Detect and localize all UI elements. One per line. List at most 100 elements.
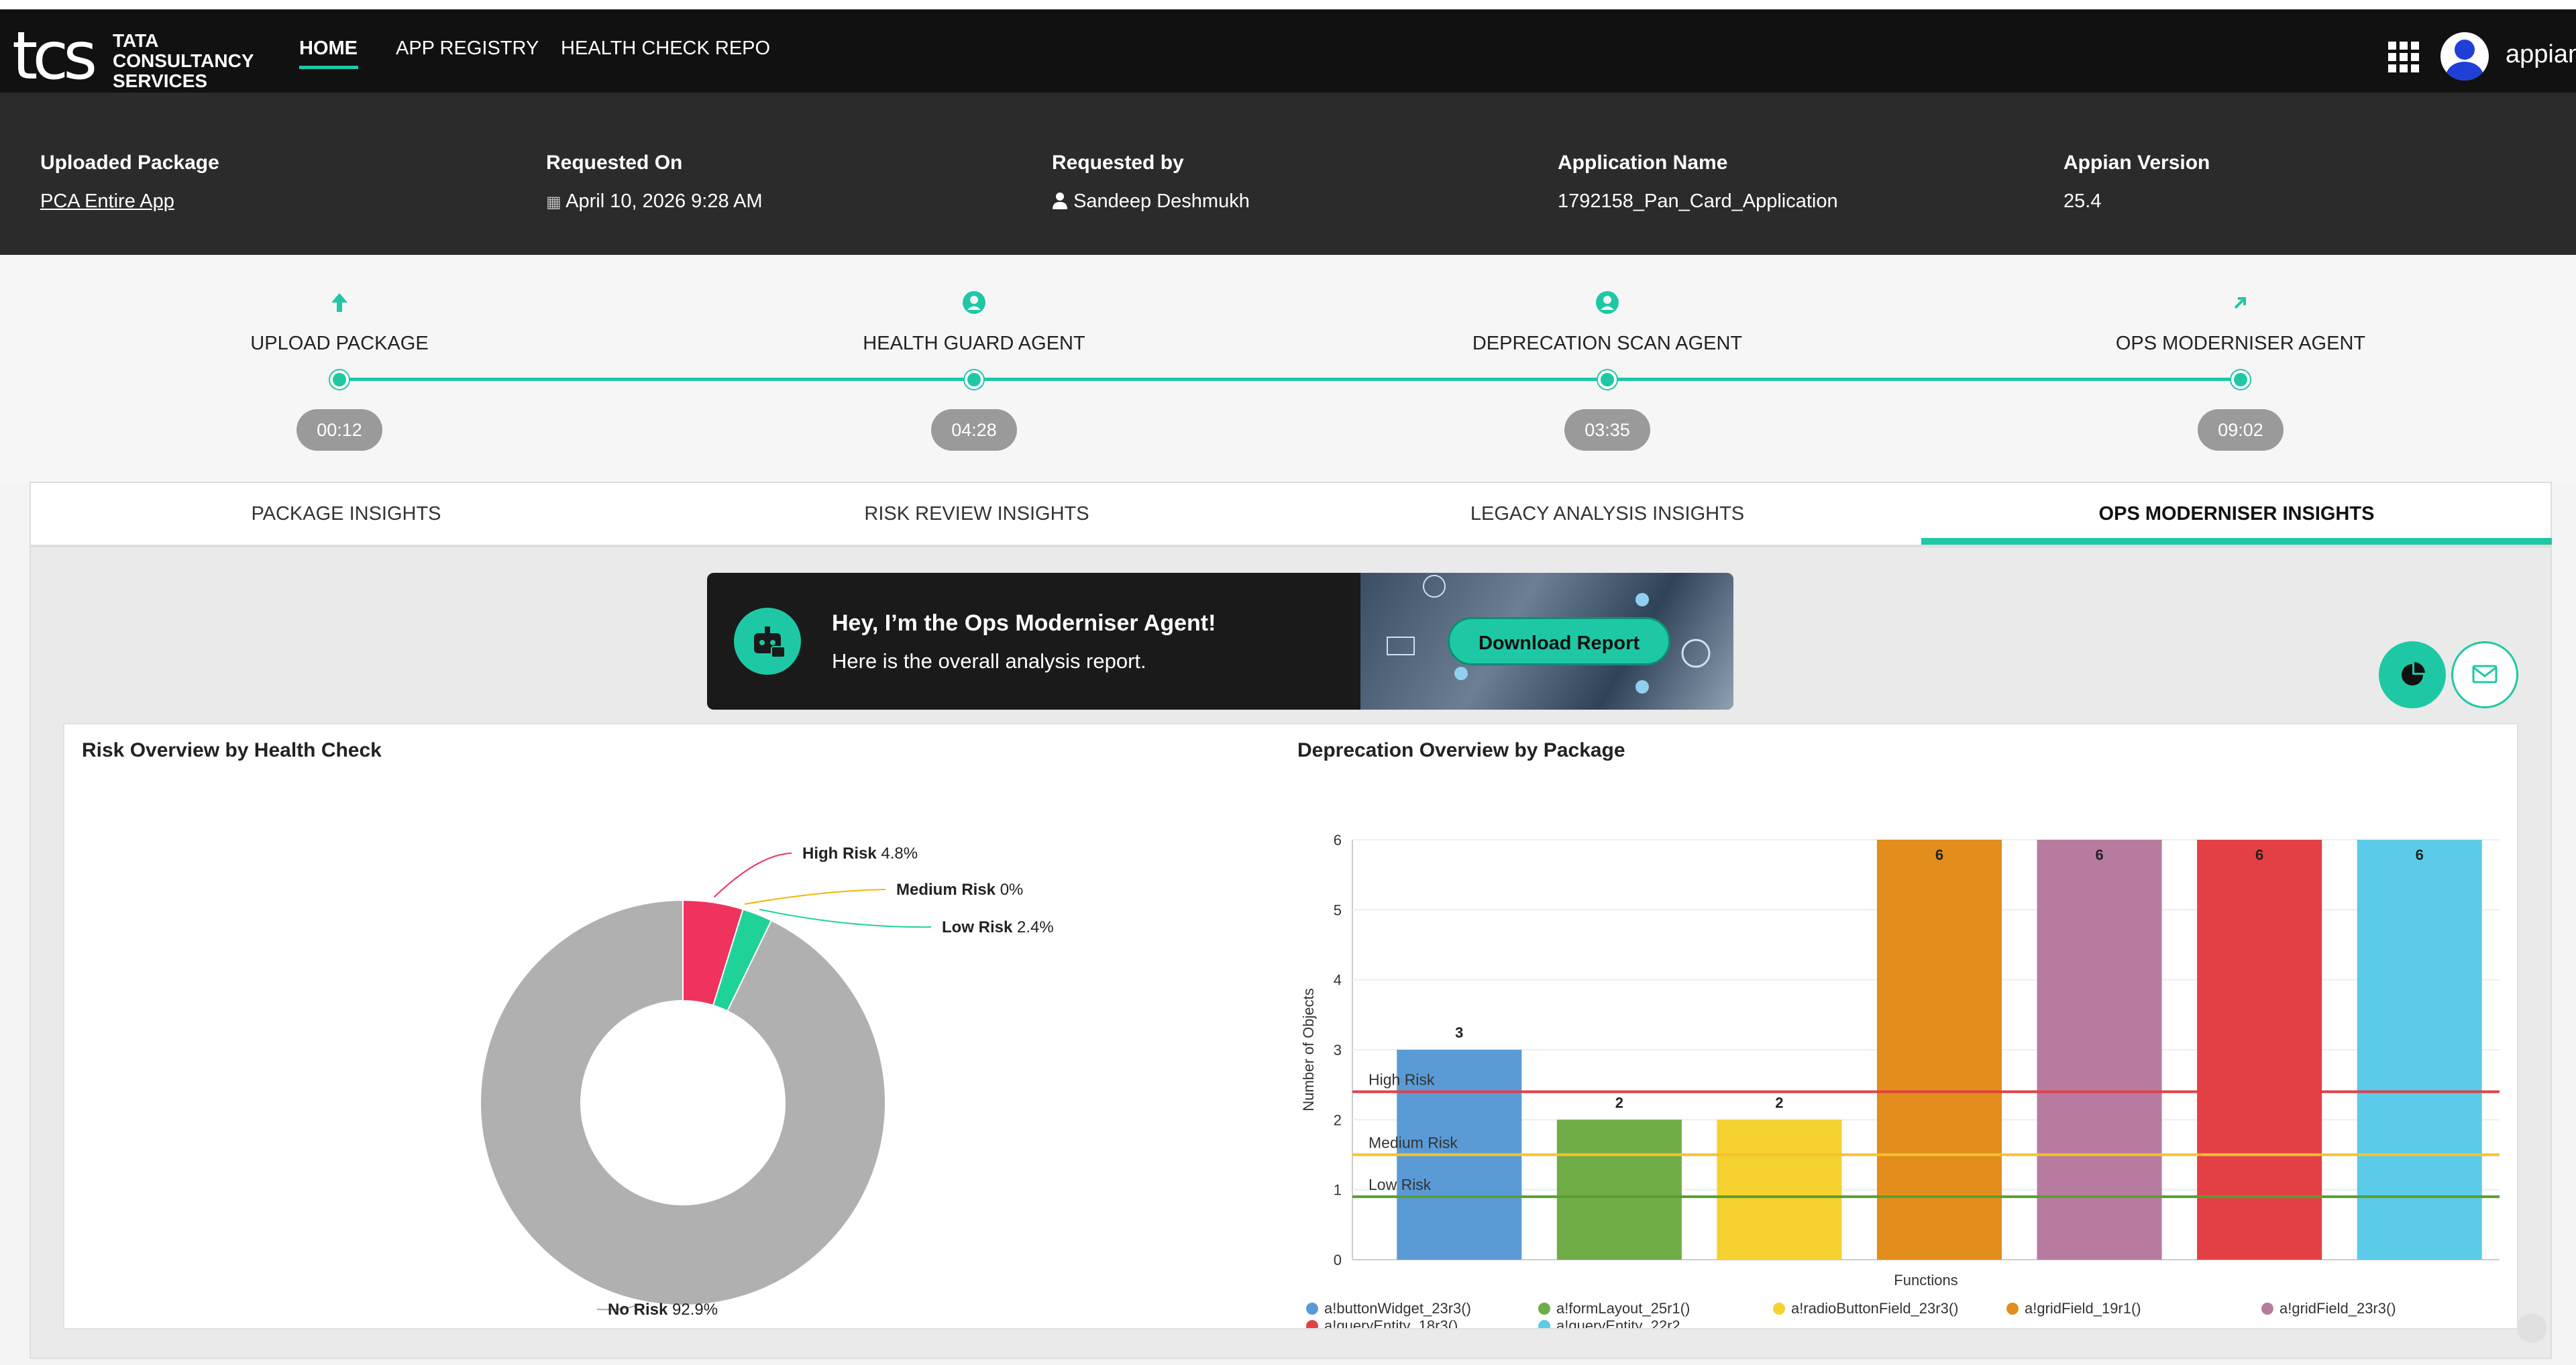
tab-legacy-analysis-insights[interactable]: LEGACY ANALYSIS INSIGHTS: [1470, 503, 1745, 525]
logo-line-1: TATA: [113, 30, 159, 51]
robot-icon: [734, 608, 801, 675]
banner-title: Hey, I’m the Ops Moderniser Agent!: [832, 610, 1216, 636]
mail-icon: [2472, 665, 2498, 684]
info-uploaded-package: Uploaded Package PCA Entire App: [40, 152, 219, 213]
slice-label: High Risk 4.8%: [802, 844, 918, 863]
step-label: DEPRECATION SCAN AGENT: [1472, 333, 1743, 354]
uploaded-package-link[interactable]: PCA Entire App: [40, 190, 174, 212]
y-tick-label: 1: [1334, 1182, 1342, 1199]
legend-entry[interactable]: a!radioButtonField_23r3(): [1791, 1300, 1958, 1317]
arrow-up-right-icon: [2229, 290, 2253, 315]
logo-line-2: CONSULTANCY: [113, 50, 254, 71]
step-duration: 03:35: [1564, 409, 1650, 451]
tab-ops-moderniser-insights[interactable]: OPS MODERNISER INSIGHTS: [1921, 483, 2552, 545]
bar-a-formlayout-25r1-[interactable]: [1556, 1120, 1682, 1260]
agent-icon: [962, 290, 986, 315]
arrow-up-icon: [327, 290, 352, 315]
pie-chart-icon: [2402, 662, 2425, 686]
info-label: Requested On: [546, 152, 683, 174]
request-info-bar: Uploaded Package PCA Entire App Requeste…: [0, 93, 2576, 255]
info-requested-by: Requested by Sandeep Deshmukh: [1052, 152, 1250, 213]
threshold-label: High Risk: [1368, 1071, 1435, 1089]
logo-line-3: SERVICES: [113, 70, 208, 91]
info-value: Sandeep Deshmukh: [1052, 190, 1250, 213]
nav-app-registry[interactable]: APP REGISTRY: [396, 38, 539, 59]
chart-view-button[interactable]: [2379, 641, 2446, 708]
legend-entry[interactable]: a!formLayout_25r1(): [1556, 1300, 1690, 1317]
bar-value-label: 2: [1775, 1094, 1783, 1111]
step-label: OPS MODERNISER AGENT: [2115, 333, 2366, 354]
legend-swatch: [1538, 1320, 1550, 1328]
nav-health-check-repo[interactable]: HEALTH CHECK REPO: [561, 38, 771, 59]
slice-leader-line: [744, 889, 886, 905]
bar-a-radiobuttonfield-23r3-[interactable]: [1717, 1120, 1842, 1260]
appian-brand: appian: [2506, 40, 2576, 68]
legend-entry[interactable]: a!buttonWidget_23r3(): [1324, 1300, 1471, 1317]
y-tick-label: 0: [1334, 1252, 1342, 1268]
bar-a-gridfield-23r3-[interactable]: [2037, 840, 2162, 1260]
slice-leader-line: [596, 1305, 637, 1311]
legend-swatch: [1306, 1303, 1318, 1315]
info-label: Application Name: [1558, 152, 1728, 174]
agent-banner: Hey, I’m the Ops Moderniser Agent! Here …: [707, 573, 1733, 710]
pipeline-connector: [343, 378, 2237, 381]
tab-risk-review-insights[interactable]: RISK REVIEW INSIGHTS: [864, 503, 1089, 525]
legend-swatch: [1306, 1320, 1318, 1328]
info-value: 25.4: [2063, 190, 2102, 212]
bar-chart-title: Deprecation Overview by Package: [1297, 739, 1625, 761]
legend-entry[interactable]: a!gridField_23r3(): [2279, 1300, 2396, 1317]
step-dot: [330, 370, 349, 389]
person-icon: [1053, 193, 1067, 209]
nav-active-indicator: [299, 66, 358, 69]
threshold-label: Low Risk: [1368, 1176, 1432, 1193]
bar-value-label: 6: [2095, 847, 2103, 863]
slice-leader-line: [759, 908, 932, 928]
step-label: HEALTH GUARD AGENT: [863, 333, 1085, 354]
app-grid-icon[interactable]: [2388, 42, 2419, 72]
info-appian-version: Appian Version 25.4: [2063, 152, 2210, 213]
legend-entry[interactable]: a!gridField_19r1(): [2025, 1300, 2141, 1317]
bar-a-gridfield-19r1-[interactable]: [1876, 840, 2002, 1260]
step-dot: [965, 370, 983, 389]
bar-value-label: 6: [1935, 847, 1943, 863]
y-tick-label: 4: [1334, 972, 1342, 989]
tab-package-insights[interactable]: PACKAGE INSIGHTS: [251, 503, 441, 525]
tcs-logo[interactable]: tcs TATA CONSULTANCY SERVICES: [12, 23, 254, 91]
bar-value-label: 6: [2255, 847, 2263, 863]
y-axis-label: Number of Objects: [1300, 988, 1317, 1111]
top-navbar: tcs TATA CONSULTANCY SERVICES HOME APP R…: [0, 9, 2576, 93]
agent-icon: [1595, 290, 1619, 315]
charts-panel: Risk Overview by Health Check Deprecatio…: [63, 723, 2518, 1329]
slice-leader-line: [713, 853, 792, 898]
banner-subtitle: Here is the overall analysis report.: [832, 649, 1146, 673]
nav-home[interactable]: HOME: [299, 38, 358, 59]
download-report-button[interactable]: Download Report: [1448, 617, 1670, 665]
donut-chart-title: Risk Overview by Health Check: [82, 739, 382, 761]
legend-swatch: [2261, 1303, 2273, 1315]
y-tick-label: 2: [1334, 1111, 1342, 1128]
bar-value-label: 6: [2416, 847, 2424, 863]
legend-entry[interactable]: a!queryEntity_22r2: [1556, 1317, 1680, 1328]
legend-swatch: [2006, 1303, 2019, 1315]
slice-label: Low Risk 2.4%: [942, 918, 1054, 936]
step-label: UPLOAD PACKAGE: [250, 333, 429, 354]
y-tick-label: 6: [1334, 832, 1342, 849]
email-button[interactable]: [2451, 641, 2518, 708]
insights-tabs: PACKAGE INSIGHTS RISK REVIEW INSIGHTS LE…: [30, 482, 2552, 546]
step-dot: [2231, 370, 2250, 389]
bar-value-label: 3: [1455, 1024, 1463, 1041]
info-label: Appian Version: [2063, 152, 2210, 174]
info-value: 1792158_Pan_Card_Application: [1558, 190, 1838, 212]
info-requested-on: Requested On ▦ April 10, 2026 9:28 AM: [546, 152, 763, 213]
donut-slice-no-risk[interactable]: [480, 899, 886, 1306]
slice-label: No Risk 92.9%: [608, 1301, 718, 1319]
bar-a-queryentity-18r3-[interactable]: [2197, 840, 2322, 1260]
user-avatar[interactable]: [2440, 32, 2489, 80]
bar-a-queryentity-22r2[interactable]: [2357, 840, 2482, 1260]
info-label: Requested by: [1052, 152, 1184, 174]
cursor-select-icon[interactable]: [2517, 1313, 2546, 1343]
info-application-name: Application Name 1792158_Pan_Card_Applic…: [1558, 152, 1838, 213]
logo-text: TATA CONSULTANCY SERVICES: [113, 31, 254, 91]
y-tick-label: 3: [1334, 1042, 1342, 1058]
legend-entry[interactable]: a!queryEntity_18r3(): [1324, 1317, 1458, 1328]
